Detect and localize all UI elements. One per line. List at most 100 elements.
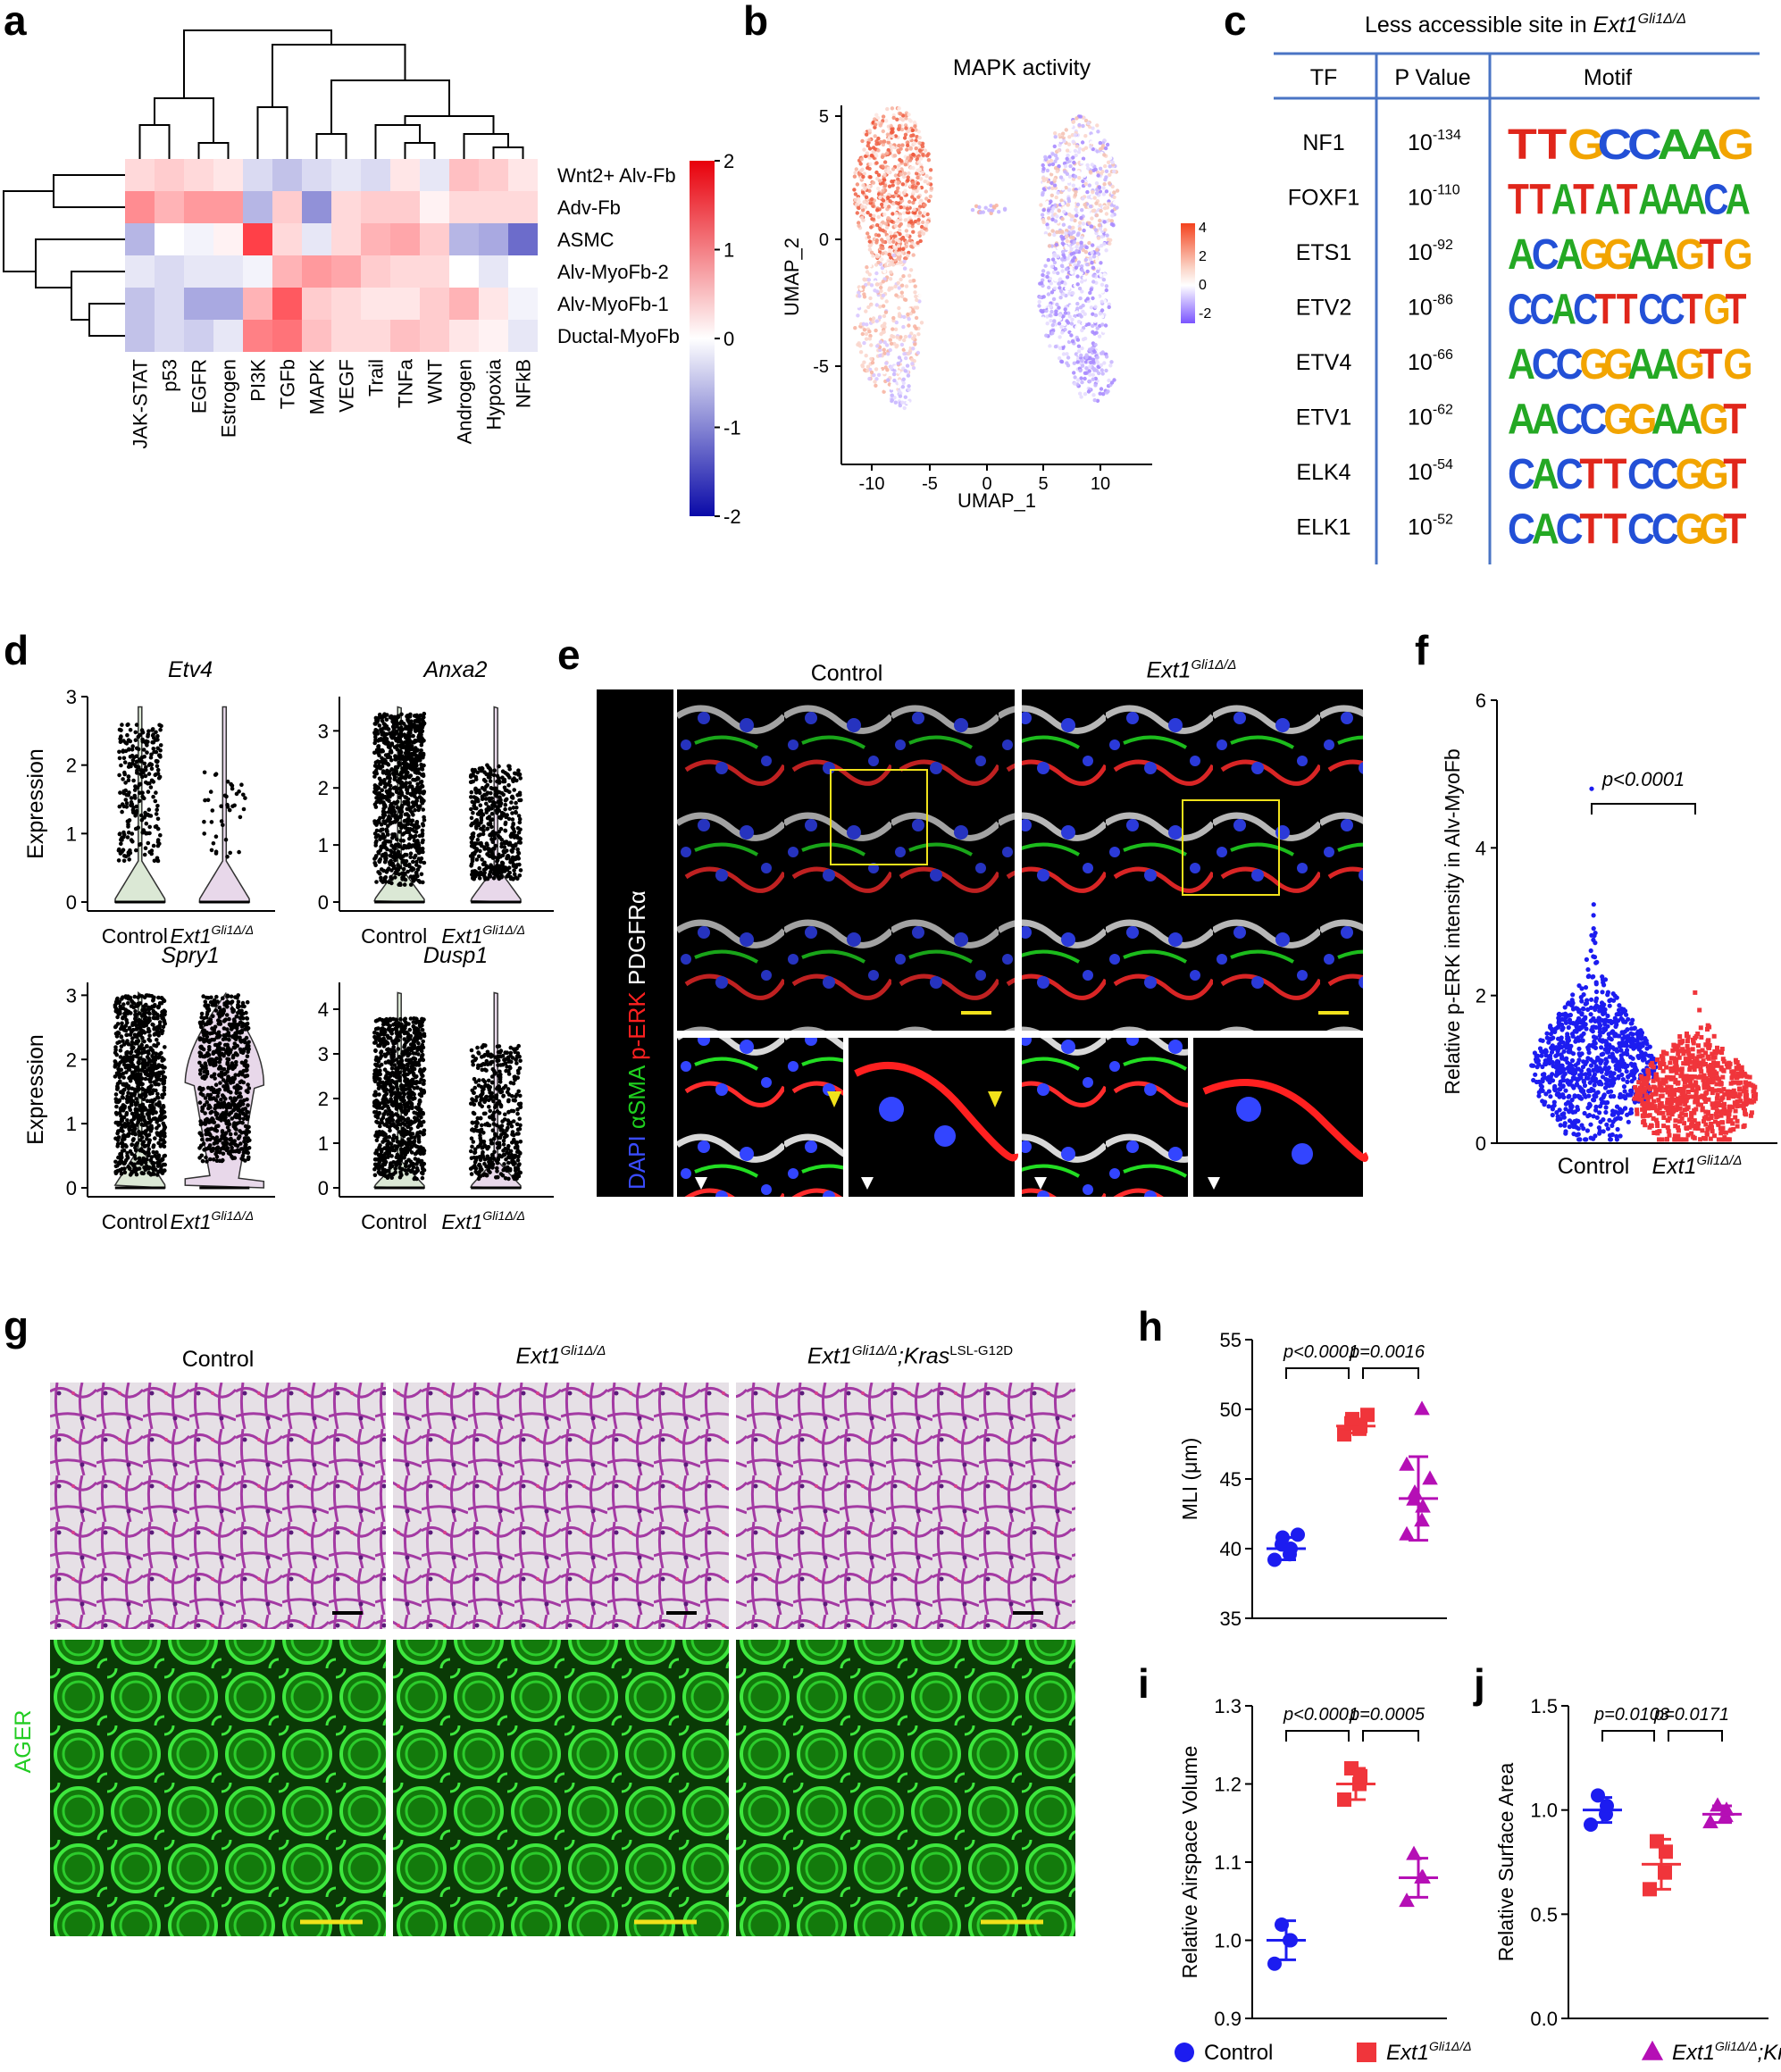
motif-letter: A bbox=[1651, 395, 1679, 443]
heatmap-cell bbox=[302, 320, 331, 352]
umap-legend-ticks: 4 2 0 -2 bbox=[1199, 221, 1211, 322]
plot-ytick: 45 bbox=[1220, 1468, 1242, 1491]
microscopy-images bbox=[677, 689, 1368, 1197]
ager-row-label: AGER bbox=[11, 1710, 36, 1774]
plot-pvalue: p<0.0001 bbox=[1283, 1705, 1359, 1725]
stain-perk: p-ERK bbox=[623, 991, 650, 1060]
motif-letter: C bbox=[1532, 340, 1559, 388]
motif-letter: C bbox=[1508, 450, 1535, 498]
heatmap-col-label: WNT bbox=[424, 359, 447, 404]
umap-legend-tick: -2 bbox=[1199, 306, 1211, 322]
heatmap-cell bbox=[184, 159, 213, 191]
umap-yticks: 5 0 -5 bbox=[813, 107, 841, 377]
motif-letter: G bbox=[1676, 450, 1705, 498]
panel-a-heatmap: Wnt2+ Alv-Fb Adv-Fb ASMC Alv-MyoFb-2 Alv-Myo… bbox=[3, 29, 741, 528]
motif-letter: G bbox=[1699, 505, 1728, 553]
plot-pvalue: p=0.0171 bbox=[1653, 1705, 1729, 1725]
plot-ylabel: Relative Airspace Volume bbox=[1178, 1746, 1201, 1979]
motif-letter: T bbox=[1595, 286, 1617, 334]
heatmap-cell bbox=[243, 159, 272, 191]
heatmap-cells bbox=[125, 159, 538, 352]
tf-name: ETV2 bbox=[1296, 296, 1352, 321]
motif-letter: T bbox=[1603, 450, 1626, 498]
stain-dapi: DAPI bbox=[623, 1135, 650, 1190]
motif-letter: T bbox=[1699, 340, 1722, 388]
violin-shape bbox=[113, 706, 166, 903]
f-pvalue: p<0.0001 bbox=[1601, 768, 1685, 790]
f-ytick: 0 bbox=[1476, 1132, 1486, 1155]
heatmap-cell bbox=[331, 288, 361, 320]
heatmap-cell bbox=[184, 255, 213, 288]
motif-letter: G bbox=[1603, 395, 1633, 443]
plot-ytick: 50 bbox=[1220, 1399, 1242, 1421]
he-image-kras bbox=[736, 1383, 1075, 1629]
heatmap-cell bbox=[184, 191, 213, 223]
motif-letter: C bbox=[1627, 505, 1655, 553]
heatmap-cell bbox=[390, 191, 420, 223]
plot-ytick: 1.1 bbox=[1214, 1851, 1242, 1874]
ager-image-kras bbox=[736, 1640, 1075, 1936]
violin-ylabel: Expression bbox=[23, 1034, 48, 1145]
heatmap-cell bbox=[479, 288, 508, 320]
motif-letter: A bbox=[1687, 121, 1722, 169]
colorbar bbox=[690, 161, 715, 516]
motif-letter: G bbox=[1723, 340, 1752, 388]
motif-letter: G bbox=[1568, 121, 1605, 169]
umap-ytick: 5 bbox=[819, 107, 829, 127]
colorbar-tick-label: 0 bbox=[723, 328, 734, 350]
umap-legend-tick: 2 bbox=[1199, 249, 1207, 264]
motif-letter: G bbox=[1676, 230, 1705, 279]
header-pvalue: P Value bbox=[1394, 65, 1470, 90]
violin-ytick: 1 bbox=[66, 1113, 77, 1135]
violin-group-control: Control bbox=[102, 1210, 168, 1233]
legend-label: Ext1Gli1Δ/Δ bbox=[1386, 2039, 1472, 2065]
motif-letter: G bbox=[1718, 121, 1755, 169]
umap-xtick: -10 bbox=[859, 474, 885, 494]
tf-pvalue: 10-52 bbox=[1408, 513, 1453, 540]
g-col-label-3: Ext1Gli1Δ/Δ;KrasLSL-G12D bbox=[807, 1343, 1014, 1369]
motif-letter: G bbox=[1676, 505, 1705, 553]
panel-label-g: g bbox=[4, 1303, 29, 1349]
heatmap-cell bbox=[125, 255, 155, 288]
motif-letter: T bbox=[1579, 505, 1602, 553]
panel-label-b: b bbox=[743, 0, 769, 44]
tf-name: ELK1 bbox=[1296, 515, 1350, 540]
violin-ytick: 2 bbox=[66, 1049, 77, 1071]
panel-label-i: i bbox=[1138, 1660, 1150, 1707]
heatmap-col-label: Hypoxia bbox=[483, 358, 506, 430]
heatmap-cell bbox=[508, 223, 538, 255]
umap-legend-bar bbox=[1181, 223, 1195, 323]
motif-letter: T bbox=[1723, 450, 1746, 498]
heatmap-cell bbox=[420, 223, 449, 255]
tf-pvalue: 10-110 bbox=[1408, 183, 1460, 211]
heatmap-cell bbox=[479, 320, 508, 352]
panel-b-umap: MAPK activity -10 -5 0 5 10 5 0 -5 UMAP_1 UMAP… bbox=[781, 55, 1211, 512]
motif-letter: C bbox=[1651, 450, 1679, 498]
heatmap-cell bbox=[243, 223, 272, 255]
heatmap-row-label: Wnt2+ Alv-Fb bbox=[557, 164, 676, 187]
tf-name: ETV4 bbox=[1296, 350, 1352, 375]
umap-xtick: 0 bbox=[982, 474, 991, 494]
heatmap-cell bbox=[272, 159, 302, 191]
violin-ytick: 0 bbox=[318, 891, 329, 914]
umap-xtick: -5 bbox=[922, 474, 938, 494]
motif-letter: C bbox=[1508, 286, 1533, 334]
motif-letter: A bbox=[1508, 340, 1535, 388]
heatmap-cell bbox=[508, 159, 538, 191]
tf-name: FOXF1 bbox=[1288, 186, 1360, 211]
plot-pvalue: p<0.0001 bbox=[1283, 1342, 1359, 1362]
motif-letter: A bbox=[1551, 176, 1576, 224]
motif-letter: T bbox=[1682, 286, 1703, 334]
heatmap-cell bbox=[155, 255, 184, 288]
motif-letter: G bbox=[1703, 286, 1730, 334]
f-group-control: Control bbox=[1558, 1154, 1630, 1179]
tf-pvalue: 10-66 bbox=[1408, 347, 1453, 375]
colorbar-tick-label: -2 bbox=[723, 505, 741, 528]
heatmap-cell bbox=[449, 159, 479, 191]
motif-letter: T bbox=[1699, 230, 1722, 279]
heatmap-cell bbox=[331, 159, 361, 191]
motif-letter: A bbox=[1676, 395, 1703, 443]
motif-letter: G bbox=[1676, 340, 1705, 388]
heatmap-row-label: Alv-MyoFb-2 bbox=[557, 261, 669, 283]
